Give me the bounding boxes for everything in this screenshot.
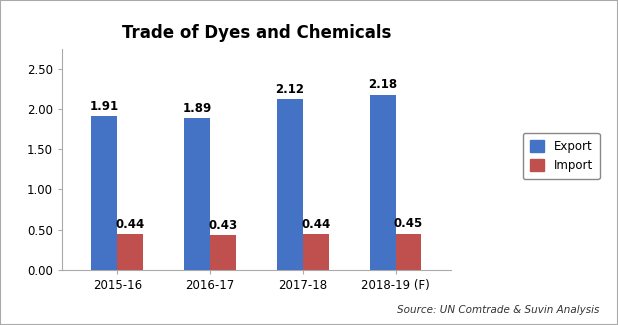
Legend: Export, Import: Export, Import bbox=[523, 133, 599, 179]
Bar bbox=[277, 99, 303, 270]
Text: 0.44: 0.44 bbox=[116, 218, 145, 231]
Bar bbox=[117, 234, 143, 270]
Bar bbox=[91, 116, 117, 270]
Text: Source: UN Comtrade & Suvin Analysis: Source: UN Comtrade & Suvin Analysis bbox=[397, 305, 599, 315]
Bar bbox=[184, 118, 210, 270]
Text: 1.91: 1.91 bbox=[90, 100, 119, 113]
Bar bbox=[370, 95, 396, 270]
Bar bbox=[396, 234, 421, 270]
Bar bbox=[210, 235, 236, 270]
Text: 0.43: 0.43 bbox=[208, 219, 238, 232]
Text: 2.12: 2.12 bbox=[276, 83, 304, 96]
Text: 0.45: 0.45 bbox=[394, 217, 423, 230]
Bar bbox=[303, 234, 329, 270]
Text: 2.18: 2.18 bbox=[368, 78, 397, 91]
Title: Trade of Dyes and Chemicals: Trade of Dyes and Chemicals bbox=[122, 24, 391, 42]
Text: 0.44: 0.44 bbox=[301, 218, 331, 231]
Text: 1.89: 1.89 bbox=[182, 102, 212, 115]
